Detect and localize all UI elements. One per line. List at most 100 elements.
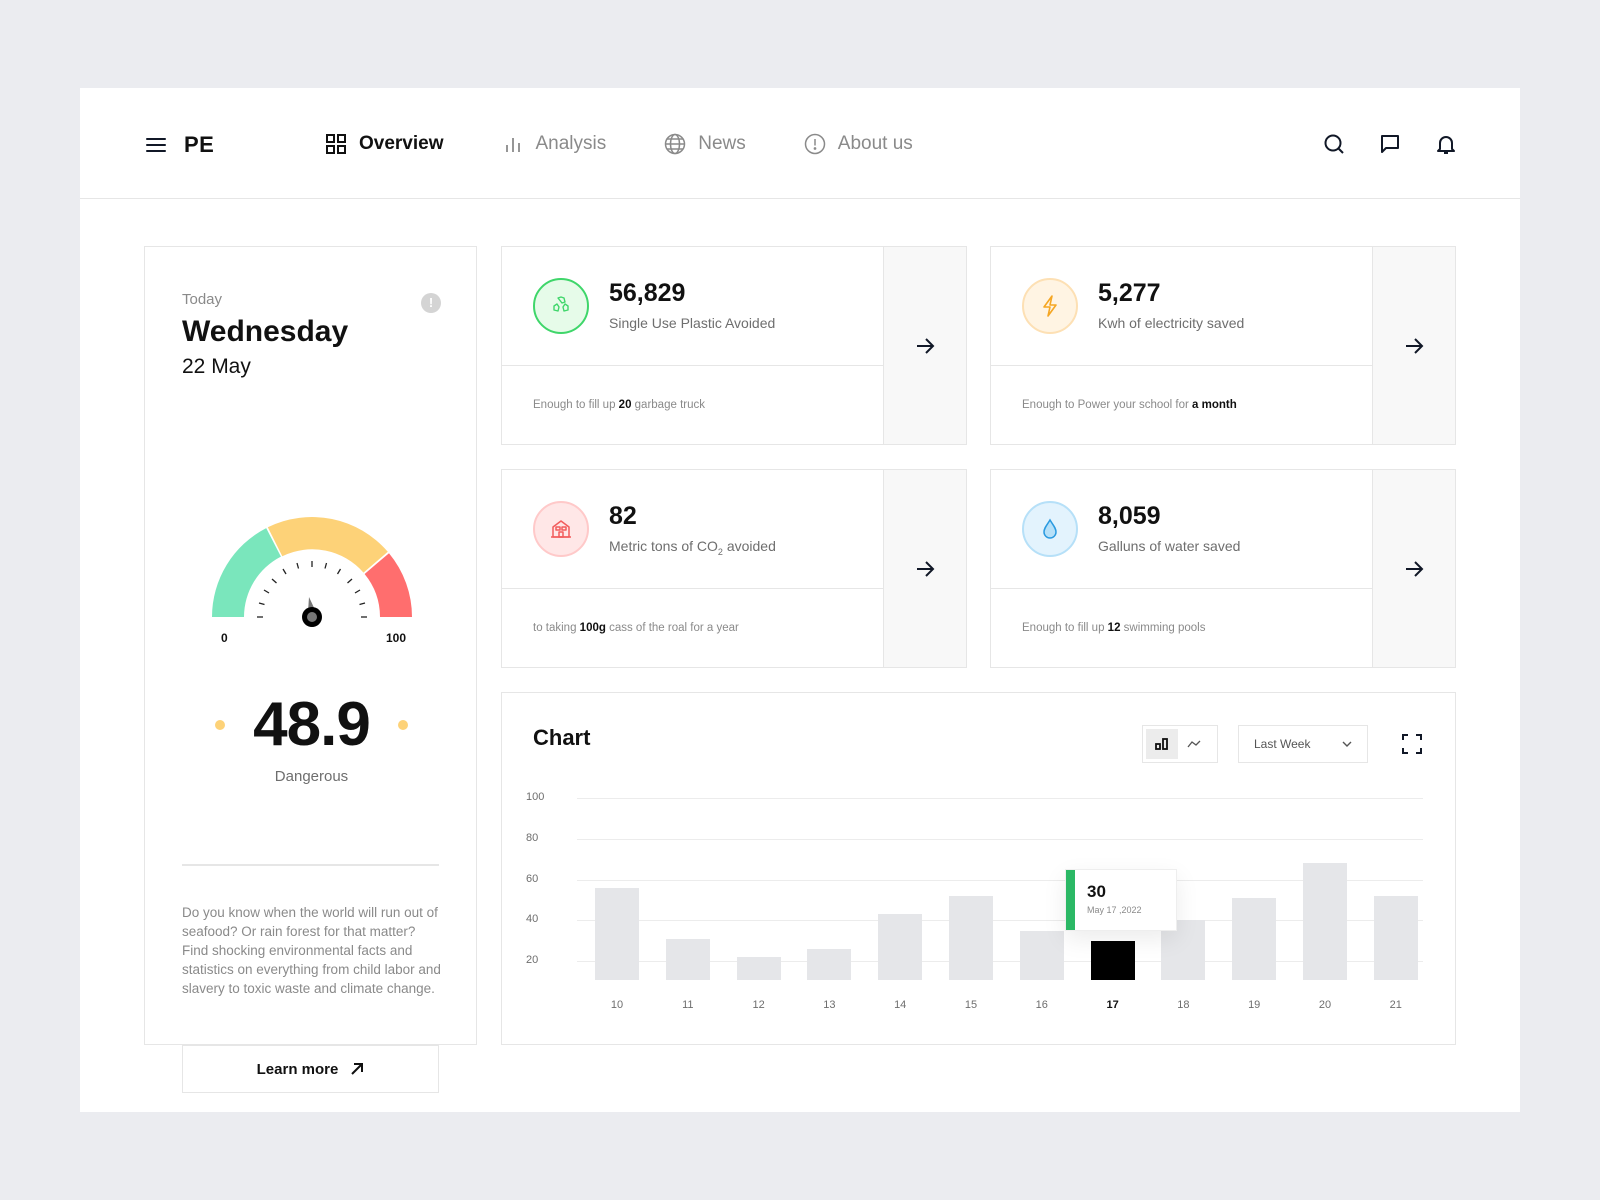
chart-bar[interactable] xyxy=(665,938,710,980)
stat-card-water: 8,059 Galluns of water saved Enough to f… xyxy=(990,469,1456,668)
x-axis-tick: 21 xyxy=(1389,999,1402,1011)
nav-news[interactable]: News xyxy=(664,128,746,160)
date-range-select[interactable]: Last Week xyxy=(1238,725,1368,763)
globe-icon xyxy=(664,133,686,155)
stat-details-button[interactable] xyxy=(1372,247,1455,444)
nav-analysis[interactable]: Analysis xyxy=(502,128,607,160)
stat-top: 8,059 Galluns of water saved xyxy=(991,470,1372,589)
x-axis-tick: 20 xyxy=(1318,999,1332,1011)
x-axis-tick: 17 xyxy=(1106,999,1119,1011)
day-name: Wednesday xyxy=(182,315,349,348)
y-axis-tick: 20 xyxy=(526,954,539,967)
chart-bar[interactable] xyxy=(1373,895,1418,980)
gridline xyxy=(577,798,1423,799)
search-icon[interactable] xyxy=(1322,132,1346,156)
x-axis-tick: 14 xyxy=(894,999,907,1011)
bar-chart-plot: 20 40 60 80 100 10 11 12 13 14 15 16 17 18 19 20 21 xyxy=(502,693,1457,1046)
message-icon[interactable] xyxy=(1378,132,1402,156)
arrow-right-icon xyxy=(917,337,935,354)
lightning-icon xyxy=(1022,278,1078,334)
facts-blurb: Do you know when the world will run out … xyxy=(182,905,441,996)
gauge-max-label: 100 xyxy=(386,631,407,645)
score-dot-right xyxy=(397,720,408,730)
chart-type-toggle xyxy=(1142,725,1218,763)
line-chart-toggle[interactable] xyxy=(1178,729,1210,759)
gridline xyxy=(577,961,1423,963)
stat-body: 5,277 Kwh of electricity saved Enough to… xyxy=(991,247,1372,444)
arrow-right-icon xyxy=(917,560,935,577)
stat-note: Enough to fill up 20 garbage truck xyxy=(533,399,705,411)
stat-label: Kwh of electricity saved xyxy=(1098,315,1245,331)
stat-note: Enough to fill up 12 swimming pools xyxy=(1022,622,1206,634)
brand-logo[interactable]: PE xyxy=(184,132,215,157)
chart-bar[interactable] xyxy=(1090,940,1135,980)
chart-bar[interactable] xyxy=(1232,897,1277,980)
info-icon[interactable]: ! xyxy=(421,293,441,313)
chart-tooltip: 30 May 17 ,2022 xyxy=(1065,869,1177,931)
y-axis-tick: 60 xyxy=(526,872,539,885)
arrow-right-icon xyxy=(1406,560,1424,577)
nav-label: News xyxy=(698,133,746,154)
stat-details-button[interactable] xyxy=(883,247,966,444)
chart-bar[interactable] xyxy=(1019,930,1064,980)
x-axis-tick: 19 xyxy=(1248,999,1261,1011)
gauge-min-label: 0 xyxy=(221,631,228,645)
score-row: 48.9 xyxy=(145,694,478,756)
x-axis-tick: 18 xyxy=(1177,999,1190,1011)
today-card: Today ! Wednesday 22 May xyxy=(144,246,478,1093)
chart-title: Chart xyxy=(533,725,591,750)
learn-more-button[interactable]: Learn more xyxy=(182,1045,439,1093)
x-axis-tick: 12 xyxy=(752,999,765,1011)
stat-details-button[interactable] xyxy=(883,470,966,667)
gridline xyxy=(577,838,1423,840)
chart-bar[interactable] xyxy=(595,887,639,980)
arrow-up-right-icon xyxy=(351,1063,364,1075)
nav-label: Analysis xyxy=(535,133,607,154)
gridline xyxy=(577,920,1423,922)
stat-top: 56,829 Single Use Plastic Avoided xyxy=(502,247,883,366)
header-actions xyxy=(1290,132,1458,156)
stat-label: Metric tons of CO2 avoided xyxy=(609,538,776,557)
nav-overview[interactable]: Overview xyxy=(325,128,444,160)
gauge-meter xyxy=(212,517,412,627)
stat-body: 82 Metric tons of CO2 avoided to taking … xyxy=(502,470,883,667)
stat-card-electricity: 5,277 Kwh of electricity saved Enough to… xyxy=(990,246,1456,445)
stat-card-co2: 82 Metric tons of CO2 avoided to taking … xyxy=(501,469,967,668)
menu-icon[interactable] xyxy=(146,138,166,154)
stat-note: Enough to Power your school for a month xyxy=(1022,399,1237,411)
chart-bar[interactable] xyxy=(949,895,993,980)
bell-icon[interactable] xyxy=(1434,132,1458,156)
air-score: 48.9 xyxy=(253,690,371,759)
water-drop-icon xyxy=(1022,501,1078,557)
today-label: Today xyxy=(182,291,223,308)
chart-card: Chart Last Week 20 40 60 80 100 10 11 12 13 14 15 1… xyxy=(501,692,1456,1045)
line-chart-icon xyxy=(1187,740,1201,748)
stat-card-plastic: 56,829 Single Use Plastic Avoided Enough… xyxy=(501,246,967,445)
x-axis-tick: 16 xyxy=(1035,999,1048,1011)
expand-icon[interactable] xyxy=(1402,734,1422,754)
nav-label: About us xyxy=(837,133,913,154)
chart-bar[interactable] xyxy=(736,957,781,980)
bar-chart-toggle[interactable] xyxy=(1146,729,1178,759)
house-icon xyxy=(533,501,589,557)
stat-details-button[interactable] xyxy=(1372,470,1455,667)
grid-icon xyxy=(325,133,347,155)
gridline xyxy=(577,879,1423,881)
stat-body: 8,059 Galluns of water saved Enough to f… xyxy=(991,470,1372,667)
chart-bar[interactable] xyxy=(878,914,923,980)
stat-value: 8,059 xyxy=(1098,502,1161,530)
learn-more-label: Learn more xyxy=(256,1060,339,1078)
tooltip-date: May 17 ,2022 xyxy=(1087,905,1142,915)
chart-bar[interactable] xyxy=(1303,863,1347,980)
bar-chart-icon xyxy=(502,133,524,155)
tooltip-accent xyxy=(1066,870,1075,930)
date-range-value: Last Week xyxy=(1254,737,1311,751)
stat-value: 56,829 xyxy=(609,279,686,307)
tooltip-value: 30 xyxy=(1087,882,1106,901)
stat-label: Galluns of water saved xyxy=(1098,538,1241,554)
gauge-ticks xyxy=(257,561,367,618)
nav-about[interactable]: About us xyxy=(804,128,913,160)
chart-bar[interactable] xyxy=(807,948,852,980)
recycle-icon xyxy=(533,278,589,334)
x-axis-tick: 15 xyxy=(964,999,978,1011)
